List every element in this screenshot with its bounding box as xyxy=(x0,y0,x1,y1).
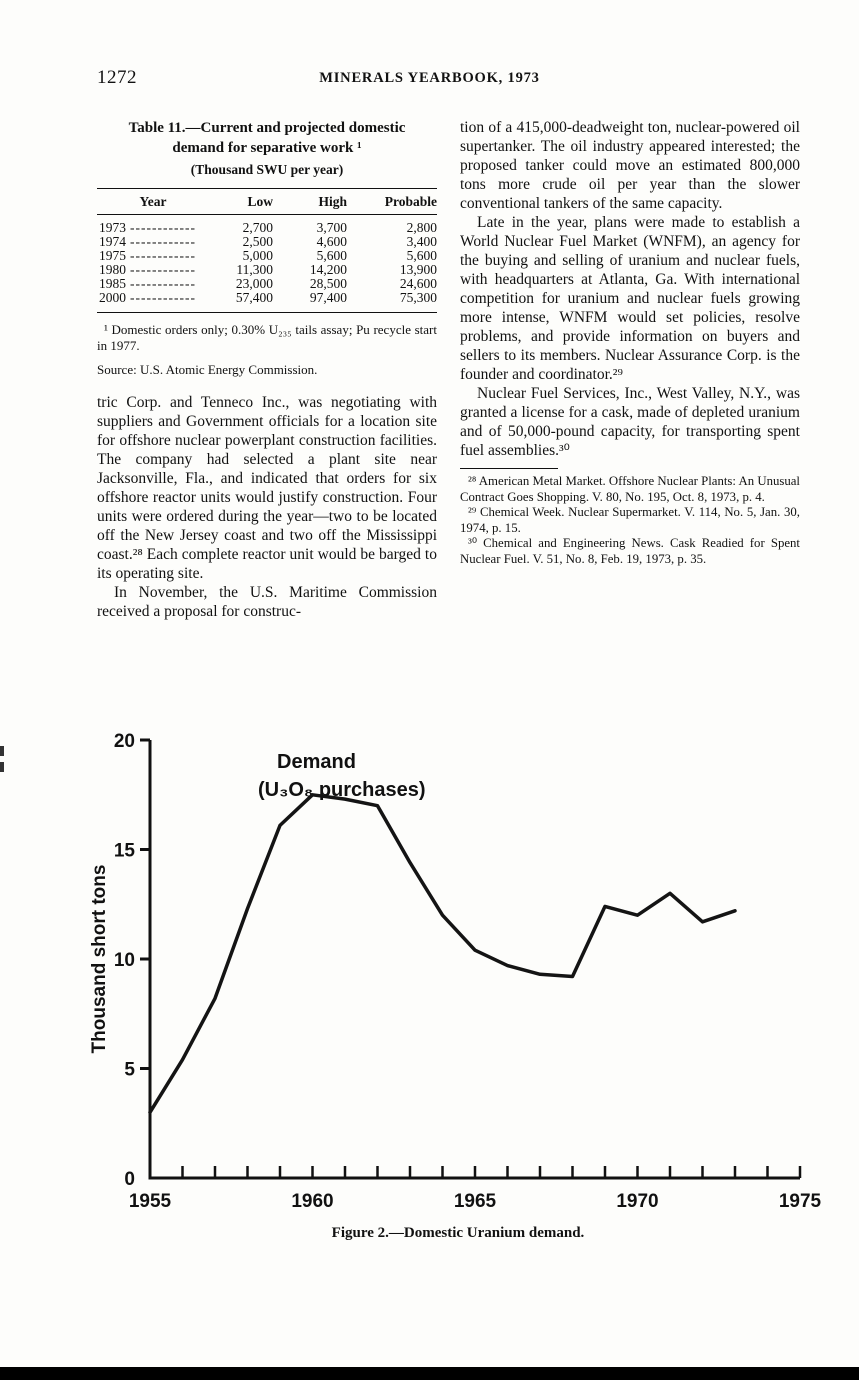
chart-axes-and-line: 0 5 10 15 20 1955 1960 1965 1970 1975 xyxy=(114,731,822,1212)
cell-probable: 75,300 xyxy=(399,290,437,305)
column-header-probable: Probable xyxy=(384,194,437,209)
svg-text:10: 10 xyxy=(114,950,135,971)
cell-year: 1985 xyxy=(99,277,126,291)
table-row: 2000 ------------ 57,400 97,400 75,300 xyxy=(97,291,437,305)
cell-probable: 24,600 xyxy=(399,276,437,291)
svg-text:1965: 1965 xyxy=(454,1191,497,1212)
cell-high: 4,600 xyxy=(316,234,347,249)
dash-leader: ------------ xyxy=(130,291,196,305)
table-title: Table 11.—Current and projected domestic… xyxy=(97,118,437,158)
chart-y-axis-label: Thousand short tons xyxy=(89,865,110,1054)
paragraph: tric Corp. and Tenneco Inc., was negotia… xyxy=(97,394,437,582)
svg-text:1960: 1960 xyxy=(291,1191,333,1212)
table-subtitle: (Thousand SWU per year) xyxy=(190,162,344,177)
cell-probable: 3,400 xyxy=(406,234,437,249)
chart-demand-label-line1: Demand xyxy=(277,751,356,773)
dash-leader: ------------ xyxy=(130,277,196,291)
figure-caption: Figure 2.—Domestic Uranium demand. xyxy=(331,1225,585,1241)
cell-year: 1974 xyxy=(99,235,126,249)
table-header-row: Year Low High Probable xyxy=(97,189,437,215)
footnote: ²⁹ Chemical Week. Nuclear Supermarket. V… xyxy=(460,505,800,535)
cell-low: 5,000 xyxy=(242,248,273,263)
table-row: 1974 ------------ 2,500 4,600 3,400 xyxy=(97,235,437,249)
chart-demand-label-line2: (U₃O₈ purchases) xyxy=(258,779,426,801)
cell-low: 11,300 xyxy=(236,262,273,277)
table-title-line1: Table 11.—Current and projected domestic xyxy=(128,120,406,136)
cell-probable: 5,600 xyxy=(406,248,437,263)
cell-high: 3,700 xyxy=(316,220,347,235)
table-row: 1980 ------------ 11,300 14,200 13,900 xyxy=(97,263,437,277)
cell-year: 2000 xyxy=(99,291,126,305)
footnote: ³⁰ Chemical and Engineering News. Cask R… xyxy=(460,536,800,566)
cell-high: 97,400 xyxy=(309,290,347,305)
footnote: ²⁸ American Metal Market. Offshore Nucle… xyxy=(460,474,800,504)
cell-low: 2,500 xyxy=(242,234,273,249)
demand-table: Year Low High Probable 1973 ------------ … xyxy=(97,188,437,313)
cell-year: 1975 xyxy=(99,249,126,263)
running-head-title: MINERALS YEARBOOK, 1973 xyxy=(319,70,540,86)
paragraph: tion of a 415,000-deadweight ton, nuclea… xyxy=(460,119,800,212)
scan-artifact xyxy=(0,762,4,772)
dash-leader: ------------ xyxy=(130,263,196,277)
svg-text:1970: 1970 xyxy=(616,1191,658,1212)
page-number: 1272 xyxy=(97,67,137,88)
cell-probable: 13,900 xyxy=(399,262,437,277)
scan-artifact xyxy=(0,746,4,756)
column-header-high: High xyxy=(318,194,347,209)
svg-text:15: 15 xyxy=(114,841,136,862)
column-header-low: Low xyxy=(247,194,273,209)
cell-low: 2,700 xyxy=(242,220,273,235)
paragraph: Nuclear Fuel Services, Inc., West Valley… xyxy=(460,385,800,459)
svg-text:1955: 1955 xyxy=(129,1191,172,1212)
table-title-line2: demand for separative work ¹ xyxy=(172,140,362,156)
cell-low: 57,400 xyxy=(235,290,273,305)
table-row: 1985 ------------ 23,000 28,500 24,600 xyxy=(97,277,437,291)
table-footnote: ¹ Domestic orders only; 0.30% U₂₃₅ tails… xyxy=(97,322,437,353)
table-row: 1973 ------------ 2,700 3,700 2,800 xyxy=(97,221,437,235)
svg-text:0: 0 xyxy=(124,1169,135,1190)
right-column: tion of a 415,000-deadweight ton, nuclea… xyxy=(460,118,800,621)
cell-low: 23,000 xyxy=(235,276,273,291)
running-header: 1272 MINERALS YEARBOOK, 1973 xyxy=(0,67,859,94)
svg-text:1975: 1975 xyxy=(779,1191,822,1212)
cell-year: 1973 xyxy=(99,221,126,235)
dash-leader: ------------ xyxy=(130,221,196,235)
cell-probable: 2,800 xyxy=(406,220,437,235)
column-header-year: Year xyxy=(139,194,167,209)
table-source: Source: U.S. Atomic Energy Commission. xyxy=(97,362,318,377)
paragraph: In November, the U.S. Maritime Commissio… xyxy=(97,584,437,620)
paragraph: Late in the year, plans were made to est… xyxy=(460,214,800,383)
svg-text:5: 5 xyxy=(124,1060,135,1081)
table-body: 1973 ------------ 2,700 3,700 2,800 1974-… xyxy=(97,215,437,312)
scan-edge-bar xyxy=(0,1367,859,1380)
cell-high: 14,200 xyxy=(309,262,347,277)
cell-high: 5,600 xyxy=(316,248,347,263)
figure-2: Demand (U₃O₈ purchases) Thousand short t… xyxy=(88,720,828,1242)
uranium-demand-chart: Demand (U₃O₈ purchases) Thousand short t… xyxy=(89,731,822,1212)
table-11: Table 11.—Current and projected domestic… xyxy=(97,118,437,378)
table-row: 1975 ------------ 5,000 5,600 5,600 xyxy=(97,249,437,263)
svg-text:20: 20 xyxy=(114,731,135,752)
left-column: Table 11.—Current and projected domestic… xyxy=(97,118,437,621)
dash-leader: ------------ xyxy=(130,249,196,263)
cell-high: 28,500 xyxy=(309,276,347,291)
two-column-body: Table 11.—Current and projected domestic… xyxy=(97,118,800,621)
dash-leader: ------------ xyxy=(130,235,196,249)
footnote-rule xyxy=(460,468,558,469)
cell-year: 1980 xyxy=(99,263,126,277)
